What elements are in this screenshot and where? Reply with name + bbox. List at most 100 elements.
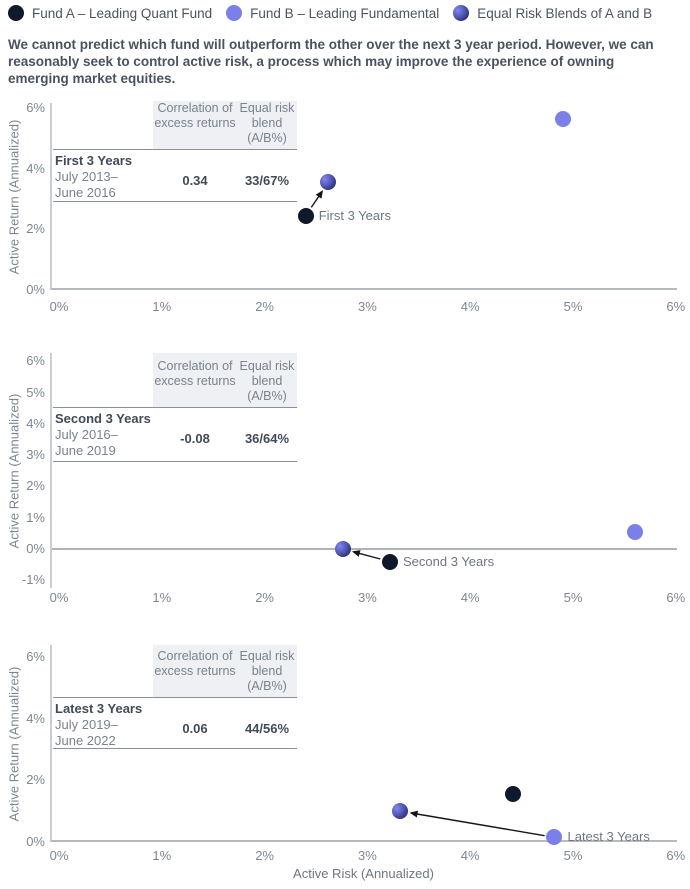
y-tick-label: 0%: [26, 541, 45, 556]
data-point-fund-a: [505, 786, 522, 803]
plot-area: [50, 103, 677, 290]
legend-item-fund-a: Fund A – Leading Quant Fund: [8, 5, 212, 21]
chart-second-3-years: Active Return (Annualized) 6% 5% 4% 3% 2% 1% 0%…: [0, 345, 690, 610]
y-tick-label: 0%: [26, 834, 45, 849]
x-tick-label: 0%: [49, 590, 69, 605]
stats-blend-value: 44/56%: [244, 721, 290, 736]
x-axis-title: Active Risk (Annualized): [293, 866, 434, 881]
stats-period-title: First 3 Years: [55, 153, 133, 168]
stats-header-blend: Equal risk blend (A/B%): [239, 359, 295, 403]
y-axis-title: Active Return (Annualized): [6, 666, 22, 821]
stats-period-dates-line2: June 2022: [55, 733, 116, 748]
data-point-fund-a: [297, 207, 314, 224]
fund-a-dot-icon: [8, 5, 24, 21]
legend-label: Fund A – Leading Quant Fund: [32, 5, 213, 21]
chart-legend: Fund A – Leading Quant Fund Fund B – Lead…: [8, 5, 652, 21]
stats-period-label: First 3 Years July 2013– June 2016: [55, 153, 153, 201]
y-tick-label: -1%: [21, 572, 45, 588]
x-tick-label: 1%: [152, 848, 172, 863]
stats-period-dates-line1: July 2019–: [55, 717, 118, 732]
stats-period-title: Latest 3 Years: [55, 701, 143, 716]
stats-period-title: Second 3 Years: [55, 411, 151, 426]
x-tick-label: 5%: [563, 848, 583, 863]
stats-header-correlation: Correlation of excess returns: [154, 101, 236, 130]
legend-label: Fund B – Leading Fundamental: [250, 5, 440, 21]
stats-period-dates-line1: July 2013–: [55, 169, 118, 184]
chart-first-3-years: Active Return (Annualized) 6% 4% 2% 0% 0% 1% 2%…: [0, 95, 690, 345]
data-point-blend: [392, 803, 409, 820]
x-tick-label: 5%: [563, 590, 583, 605]
x-tick-label: 1%: [152, 590, 172, 605]
x-tick-label: 6%: [666, 299, 686, 314]
y-tick-label: 2%: [26, 478, 45, 494]
y-tick-label: 2%: [26, 772, 45, 788]
y-tick-label: 6%: [26, 649, 45, 665]
stats-table-header-background: [153, 645, 297, 697]
data-point-blend: [334, 541, 351, 557]
stats-header-blend: Equal risk blend (A/B%): [239, 101, 295, 145]
stats-table: Correlation of excess returns Equal risk …: [53, 645, 297, 749]
x-tick-label: 2%: [255, 299, 274, 314]
x-tick-label: 2%: [255, 848, 274, 863]
x-tick-label: 2%: [255, 590, 274, 605]
data-point-fund-b: [546, 829, 563, 846]
table-divider: [53, 407, 297, 408]
stats-blend-value: 36/64%: [244, 431, 290, 446]
x-tick-label: 0%: [49, 299, 69, 314]
stats-period-label: Latest 3 Years July 2019– June 2022: [55, 701, 153, 749]
x-tick-label: 3%: [357, 299, 377, 314]
stats-correlation-value: -0.08: [180, 431, 210, 446]
x-tick-label: 3%: [357, 848, 377, 863]
x-tick-label: 3%: [357, 590, 377, 605]
y-tick-label: 4%: [26, 160, 45, 176]
x-tick-label: 4%: [460, 590, 480, 605]
intro-text: We cannot predict which fund will outper…: [8, 37, 654, 86]
stats-correlation-value: 0.06: [182, 721, 208, 736]
stats-table: Correlation of excess returns Equal risk …: [53, 353, 297, 462]
y-tick-label: 6%: [26, 353, 45, 369]
y-tick-label: 2%: [26, 221, 45, 237]
y-tick-label: 1%: [26, 509, 45, 525]
stats-period-dates-line2: June 2019: [55, 443, 116, 458]
stats-header-blend: Equal risk blend (A/B%): [239, 649, 295, 693]
x-tick-label: 6%: [666, 590, 686, 605]
stats-period-dates-line2: June 2016: [55, 185, 116, 200]
data-point-fund-b: [554, 110, 571, 127]
y-tick-label: 5%: [26, 384, 45, 400]
x-tick-label: 6%: [666, 848, 686, 863]
x-tick-label: 0%: [49, 848, 69, 863]
point-annotation-label: Second 3 Years: [403, 553, 495, 569]
x-tick-label: 5%: [563, 299, 583, 314]
stats-period-dates-line1: July 2016–: [55, 427, 118, 442]
legend-item-fund-b: Fund B – Leading Fundamental: [226, 5, 439, 21]
stats-table-header-background: [153, 101, 297, 149]
x-tick-label: 1%: [152, 299, 172, 314]
blend-dot-icon: [453, 5, 470, 21]
table-divider: [53, 201, 297, 202]
point-annotation-label: First 3 Years: [318, 207, 391, 223]
stats-blend-value: 33/67%: [244, 173, 290, 188]
point-annotation-label: Latest 3 Years: [567, 829, 650, 845]
y-axis-title: Active Return (Annualized): [6, 119, 22, 274]
stats-header-correlation: Correlation of excess returns: [154, 649, 236, 678]
x-tick-label: 4%: [460, 299, 480, 314]
y-tick-label: 6%: [26, 100, 45, 116]
data-point-fund-a: [382, 553, 399, 570]
y-tick-label: 0%: [26, 282, 45, 297]
stats-header-correlation: Correlation of excess returns: [154, 359, 236, 388]
x-tick-label: 4%: [460, 848, 480, 863]
stats-correlation-value: 0.34: [182, 173, 208, 188]
chart-latest-3-years: Active Return (Annualized) 6% 4% 2% 0% 0% 1% 2%…: [0, 610, 690, 889]
stats-period-label: Second 3 Years July 2016– June 2019: [55, 411, 153, 459]
table-divider: [53, 748, 297, 749]
legend-label: Equal Risk Blends of A and B: [477, 5, 653, 21]
y-tick-label: 4%: [26, 415, 45, 431]
plot-area: [50, 645, 677, 842]
table-divider: [53, 149, 297, 150]
data-point-blend: [320, 174, 337, 191]
table-divider: [53, 461, 297, 462]
zero-axis-line: [52, 548, 677, 550]
data-point-fund-b: [626, 523, 643, 540]
table-divider: [53, 697, 297, 698]
